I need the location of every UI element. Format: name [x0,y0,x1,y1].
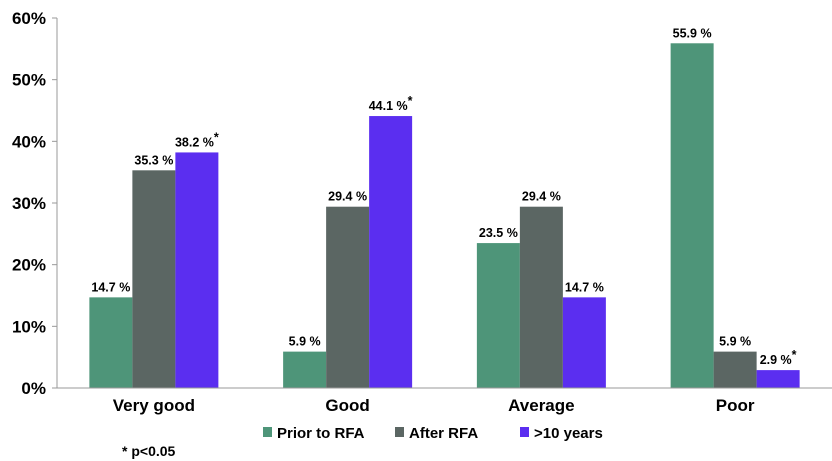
bar [713,351,757,388]
legend: Prior to RFA After RFA >10 years [263,425,603,442]
bar [326,206,370,388]
legend-label: >10 years [534,425,603,442]
y-tick-label: 40% [12,132,46,151]
bar [132,170,176,388]
bar [519,206,563,388]
data-label: 2.9 %* [760,348,797,367]
footnote: * p<0.05 [122,443,176,459]
y-tick-label: 60% [12,9,46,28]
y-tick-label: 10% [12,317,46,336]
y-tick-label: 30% [12,194,46,213]
axes [56,18,832,389]
bar [756,370,800,388]
bar [670,43,714,389]
bar [89,297,133,388]
data-label: 55.9 % [673,26,712,40]
significance-mark: * [214,130,219,144]
x-category-label: Very good [113,396,195,415]
significance-mark: * [408,94,413,108]
legend-swatch [263,427,272,437]
bar [476,243,520,388]
x-category-label: Poor [716,396,755,415]
legend-label: After RFA [409,425,478,442]
data-label: 5.9 % [289,335,321,349]
data-label: 29.4 % [522,190,561,204]
y-tick-label: 20% [12,256,46,275]
x-category-label: Average [508,396,574,415]
data-label: 23.5 % [479,226,518,240]
significance-mark: * [792,348,797,362]
legend-swatch [520,427,529,437]
data-label: 14.7 % [91,280,130,294]
data-label: 29.4 % [328,190,367,204]
x-category-label: Good [325,396,369,415]
bar [562,297,606,388]
bar [283,351,327,388]
data-label: 38.2 %* [175,130,219,149]
legend-swatch [395,427,404,437]
bars [89,43,800,389]
x-axis-categories: Very good Good Average Poor [113,396,755,415]
y-axis-ticks: 0% 10% 20% 30% 40% 50% 60% [12,9,57,398]
data-label: 5.9 % [719,335,751,349]
legend-label: Prior to RFA [277,425,365,442]
data-label: 14.7 % [565,280,604,294]
data-label: 35.3 % [134,153,173,167]
data-label: 44.1 %* [369,94,413,113]
y-tick-label: 50% [12,71,46,90]
bar [369,116,413,389]
data-labels: 14.7 % 35.3 %38.2 %* 5.9 % 29.4 % 44.1 %* 23.… [91,26,796,367]
y-tick-label: 0% [21,379,46,398]
bar [175,152,219,388]
